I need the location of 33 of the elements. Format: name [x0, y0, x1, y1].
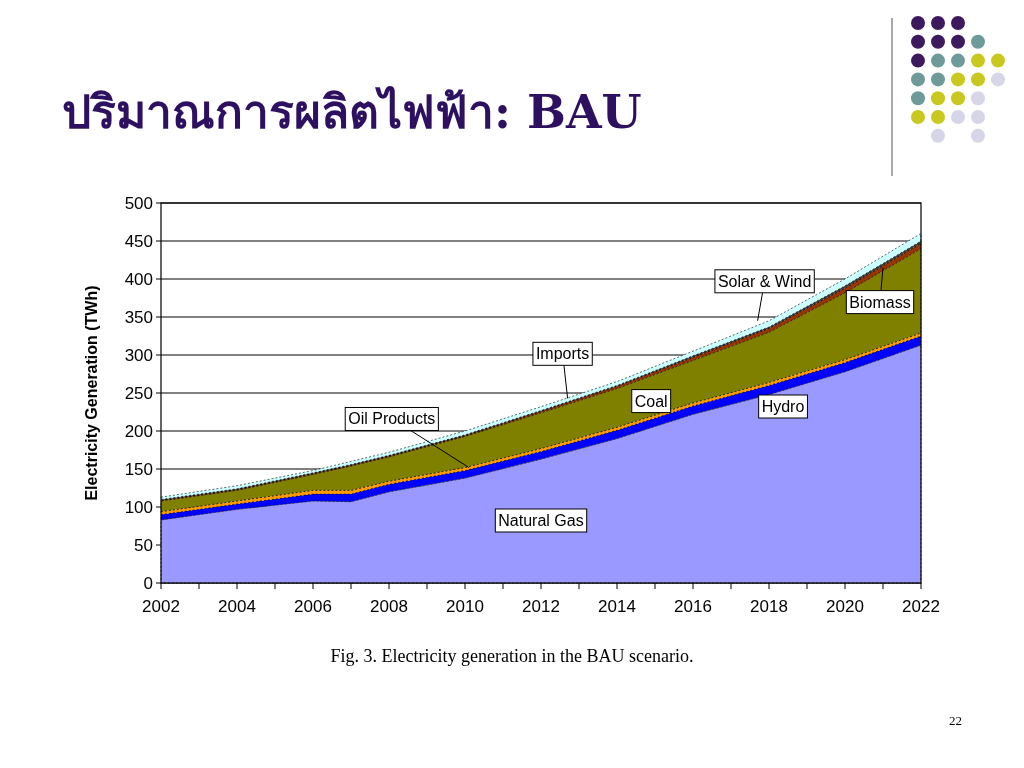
y-tick-label: 400: [124, 270, 153, 289]
y-tick-label: 450: [124, 232, 153, 251]
y-tick-label: 0: [143, 574, 153, 593]
annotation: Hydro: [761, 398, 805, 415]
annotation: Solar & Wind: [717, 272, 812, 290]
y-tick-label: 50: [134, 536, 153, 555]
y-tick-label: 250: [124, 384, 153, 403]
x-tick-label: 2012: [522, 597, 560, 616]
x-tick-label: 2020: [826, 597, 864, 616]
annotation: Coal: [634, 392, 668, 410]
annotation: Biomass: [849, 293, 911, 311]
y-tick-label: 100: [124, 498, 153, 517]
x-tick-label: 2016: [674, 597, 712, 616]
annotation: Imports: [535, 345, 590, 363]
y-tick-label: 350: [124, 308, 153, 327]
annotation: Natural Gas: [498, 512, 584, 529]
x-tick-label: 2008: [370, 597, 408, 616]
x-tick-label: 2002: [142, 597, 180, 616]
x-tick-label: 2006: [294, 597, 332, 616]
caption: Fig. 3. Electricity generation in the BAU scenario.: [330, 646, 694, 666]
x-tick-label: 2010: [446, 597, 484, 616]
annotation: Oil Products: [348, 410, 436, 428]
x-tick-label: 2004: [218, 597, 256, 616]
x-tick-label: 2018: [750, 597, 788, 616]
y-tick-label: 500: [124, 194, 153, 213]
y-axis-title: Electricity Generation (TWh): [83, 285, 100, 501]
text: 22: [949, 713, 962, 728]
y-tick-label: 300: [124, 346, 153, 365]
y-tick-label: 150: [124, 460, 153, 479]
x-tick-label: 2022: [902, 597, 940, 616]
x-tick-label: 2014: [598, 597, 636, 616]
chart-title: ปริมาณการผลิตไฟฟ้า: BAU: [62, 85, 642, 139]
y-tick-label: 200: [124, 422, 153, 441]
